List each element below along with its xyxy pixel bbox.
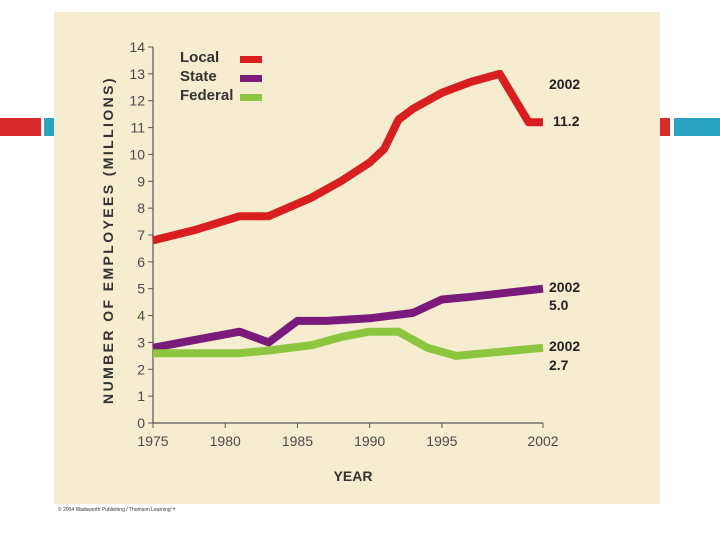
x-ticks: 1975 1980 1985 1990 1995 2002 xyxy=(137,423,559,449)
y-tick-label: 12 xyxy=(129,93,145,109)
annotation-local-value: 11.2 xyxy=(553,113,580,129)
series-line-federal xyxy=(153,327,544,360)
annotation-state-year: 2002 xyxy=(549,279,580,295)
annotation-federal-year: 2002 xyxy=(549,338,580,354)
left-accent-bar xyxy=(0,118,41,136)
x-tick-label: 1995 xyxy=(426,433,457,449)
y-tick-label: 7 xyxy=(137,227,145,243)
y-tick-label: 13 xyxy=(129,66,145,82)
y-tick-label: 3 xyxy=(137,334,145,350)
y-tick-label: 2 xyxy=(137,361,145,377)
chart-panel xyxy=(54,12,660,504)
left-accent-bar-blue xyxy=(44,118,54,136)
copyright-credit: © 2004 Wadsworth Publishing / Thomson Le… xyxy=(58,507,176,513)
y-tick-label: 4 xyxy=(137,308,145,324)
y-tick-label: 8 xyxy=(137,200,145,216)
x-axis-label: YEAR xyxy=(334,468,373,484)
x-tick-label: 1975 xyxy=(137,433,168,449)
y-tick-label: 0 xyxy=(137,415,145,431)
legend-label-state: State xyxy=(180,68,217,85)
series-lines xyxy=(152,69,544,360)
legend: Local State Federal xyxy=(180,49,262,104)
y-tick-label: 6 xyxy=(137,254,145,270)
right-accent-bar-blue xyxy=(674,118,720,136)
legend-swatch-federal xyxy=(240,94,262,101)
x-tick-label: 1985 xyxy=(282,433,313,449)
y-tick-label: 11 xyxy=(130,120,145,136)
y-tick-label: 5 xyxy=(137,281,145,297)
y-tick-label: 14 xyxy=(129,39,145,55)
series-line-state xyxy=(152,284,544,352)
y-tick-label: 9 xyxy=(137,173,145,189)
x-tick-label: 2002 xyxy=(527,433,558,449)
legend-swatch-state xyxy=(240,75,262,82)
legend-label-local: Local xyxy=(180,49,219,66)
legend-label-federal: Federal xyxy=(180,87,233,104)
annotation-state-value: 5.0 xyxy=(549,297,569,313)
y-axis-label: NUMBER OF EMPLOYEES (MILLIONS) xyxy=(100,76,116,404)
x-tick-label: 1990 xyxy=(354,433,385,449)
annotation-federal-value: 2.7 xyxy=(549,357,569,373)
y-tick-label: 1 xyxy=(137,388,145,404)
right-accent-bar-red xyxy=(660,118,670,136)
x-tick-label: 1980 xyxy=(210,433,241,449)
legend-swatch-local xyxy=(240,56,262,63)
annotations: 2002 11.2 2002 5.0 2002 2.7 xyxy=(549,76,580,373)
series-line-local xyxy=(152,69,543,245)
annotation-local-year: 2002 xyxy=(549,76,580,92)
y-tick-label: 10 xyxy=(129,146,145,162)
